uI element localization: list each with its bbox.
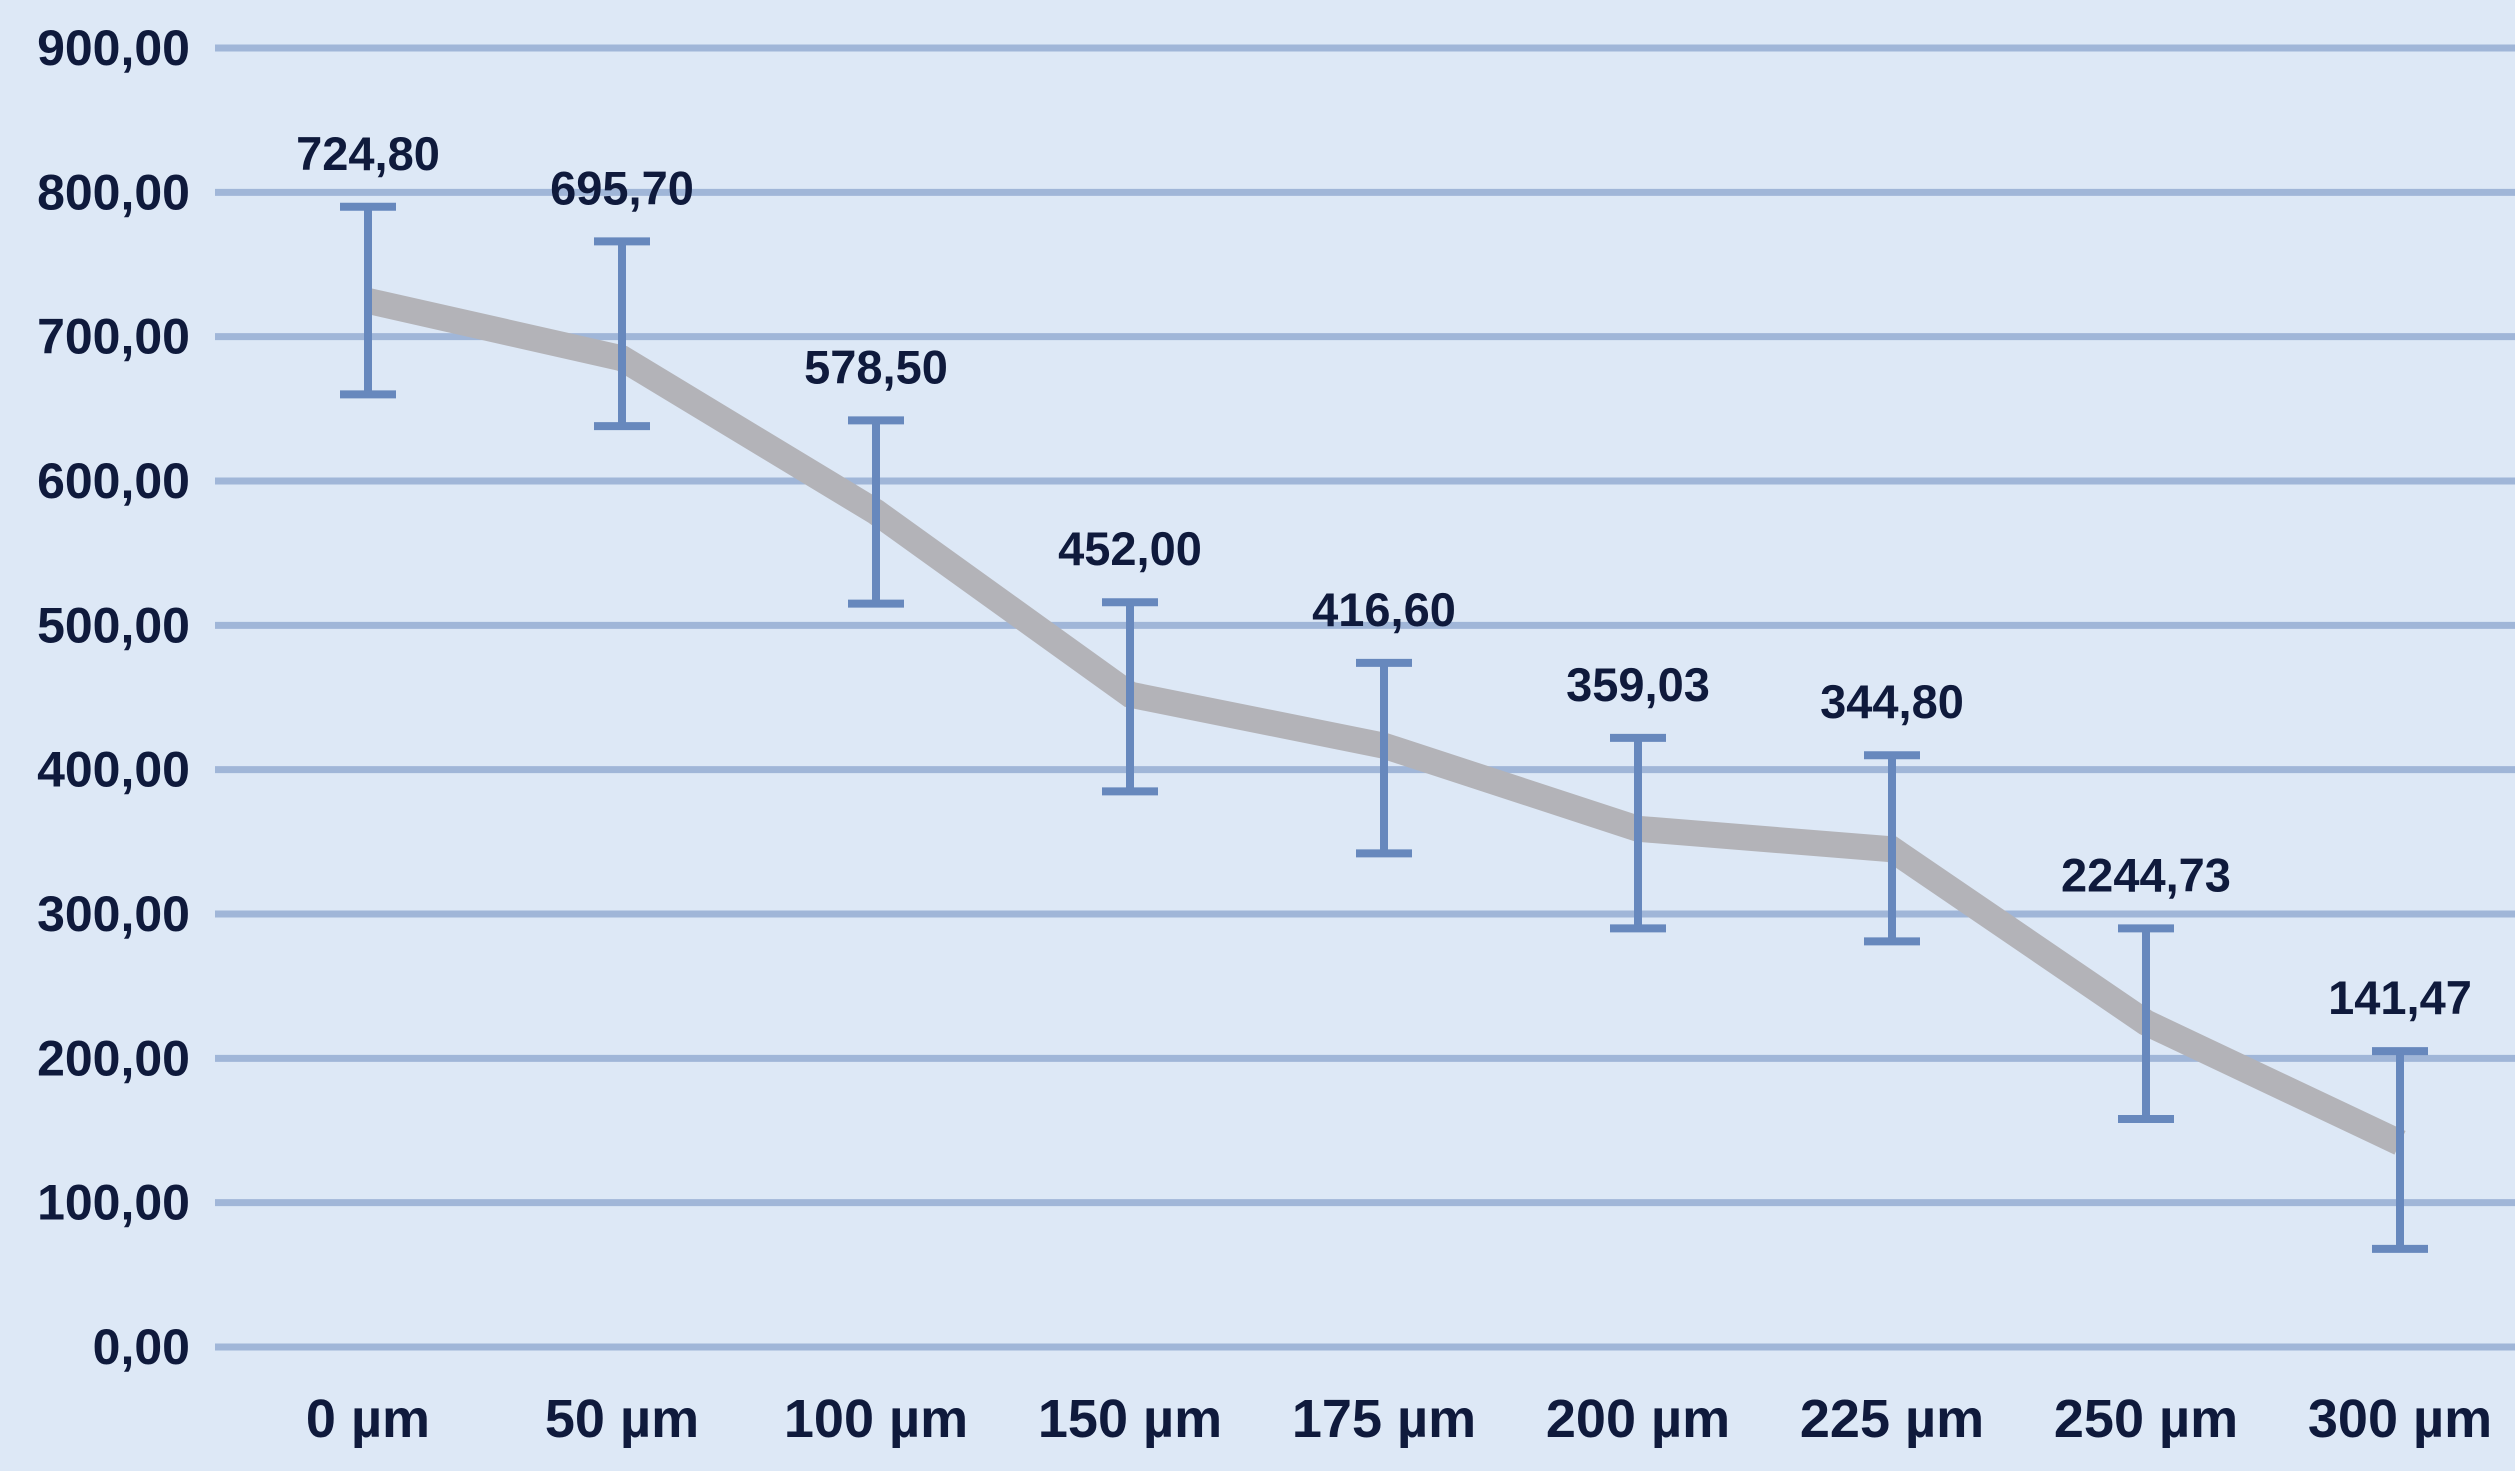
error-bar [2118,924,2174,1123]
data-label: 416,60 [1312,583,1456,636]
error-bars [340,202,2428,1253]
y-tick-label: 300,00 [37,886,190,942]
gridlines [215,44,2515,1351]
y-tick-label: 600,00 [37,453,190,509]
error-bar [2372,1047,2428,1253]
y-tick-label: 900,00 [37,20,190,76]
y-tick-label: 700,00 [37,309,190,365]
y-tick-label: 200,00 [37,1030,190,1086]
error-bar [594,237,650,431]
data-label: 359,03 [1566,658,1710,711]
x-tick-label: 175 µm [1292,1389,1476,1449]
x-tick-label: 0 µm [306,1389,430,1449]
data-label: 695,70 [550,161,694,214]
data-label: 578,50 [804,340,948,393]
x-tick-label: 50 µm [545,1389,699,1449]
x-tick-label: 100 µm [784,1389,968,1449]
x-tick-label: 225 µm [1800,1389,1984,1449]
y-axis-tick-labels: 0,00 100,00 200,00 300,00 400,00 500,00 600,00… [37,20,190,1375]
error-bar [1610,733,1666,933]
y-tick-label: 500,00 [37,597,190,653]
data-label: 2244,73 [2061,848,2231,901]
x-tick-label: 300 µm [2308,1389,2492,1449]
error-bar [1356,658,1412,858]
data-label: 344,80 [1820,675,1964,728]
x-tick-label: 250 µm [2054,1389,2238,1449]
error-bar [848,416,904,608]
x-tick-label: 150 µm [1038,1389,1222,1449]
y-tick-label: 100,00 [37,1175,190,1231]
y-tick-label: 800,00 [37,164,190,220]
data-label: 452,00 [1058,522,1202,575]
x-axis-tick-labels: 0 µm 50 µm 100 µm 150 µm 175 µm 200 µm 225 µm 2… [306,1389,2492,1449]
x-tick-label: 200 µm [1546,1389,1730,1449]
data-label: 724,80 [296,127,440,180]
data-label: 141,47 [2328,971,2472,1024]
error-bar [340,202,396,399]
y-tick-label: 0,00 [93,1319,190,1375]
error-bar [1864,751,1920,946]
data-labels: 724,80 695,70 578,50 452,00 416,60 359,03 344,… [296,127,2472,1024]
error-bar [1102,598,1158,796]
y-tick-label: 400,00 [37,742,190,798]
